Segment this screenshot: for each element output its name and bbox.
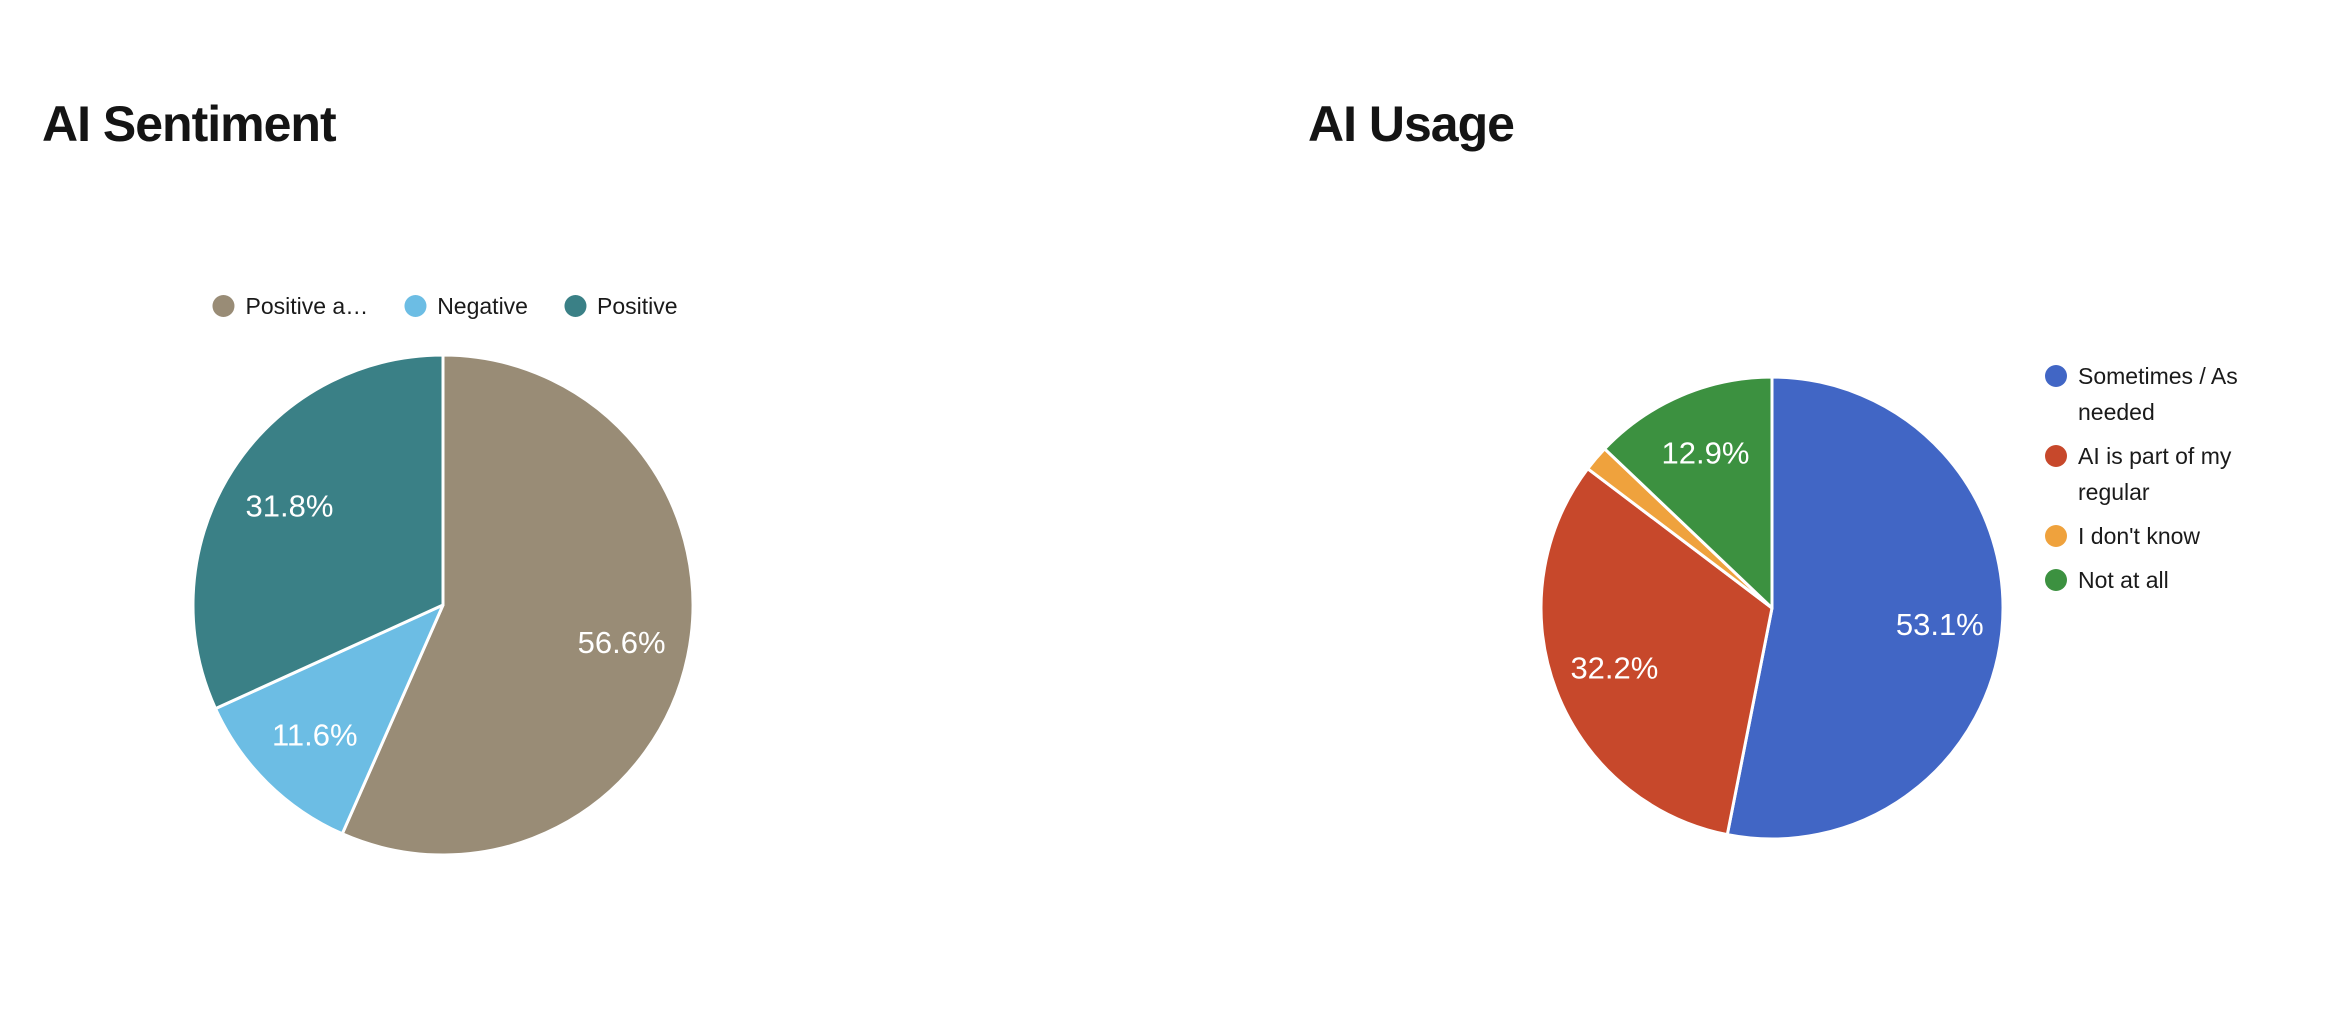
slice-percent-label: 11.6%: [272, 717, 358, 752]
slice-percent-label: 53.1%: [1896, 607, 1984, 642]
ai-usage-pie: 53.1% 32.2% 12.9%: [1539, 375, 2005, 841]
legend-label: I don't know: [2078, 523, 2201, 549]
pie-slice-0[interactable]: [340, 353, 695, 857]
pie-slice-0[interactable]: [1725, 375, 2005, 841]
legend-label: Negative: [437, 293, 528, 319]
legend-label: Positive a…: [245, 293, 369, 319]
legend-label: Not at all: [2078, 567, 2169, 593]
legend-swatch-icon: [2045, 525, 2067, 547]
slice-percent-label: 12.9%: [1662, 436, 1750, 471]
pie-slice-3[interactable]: [1603, 375, 1774, 610]
chart-title-ai-usage: AI Usage: [1308, 95, 1515, 152]
legend-item-0[interactable]: Sometimes / As needed: [2045, 358, 2295, 430]
legend-item-2[interactable]: I don't know: [2045, 518, 2295, 554]
legend-swatch-icon: [404, 295, 427, 317]
legend-item-0[interactable]: Positive a…: [212, 292, 368, 320]
legend-ai-sentiment: Positive a… Negative Positive: [212, 292, 678, 320]
legend-item-2[interactable]: Positive: [563, 292, 678, 320]
pie-slice-1[interactable]: [213, 603, 445, 836]
slice-percent-label: 31.8%: [246, 489, 334, 524]
slice-percent-label: 32.2%: [1570, 651, 1658, 686]
legend-ai-usage: Sometimes / As needed AI is part of my re…: [2045, 358, 2295, 598]
legend-swatch-icon: [563, 295, 586, 317]
legend-item-1[interactable]: Negative: [404, 292, 528, 320]
slice-percent-label: 56.6%: [578, 625, 666, 660]
legend-swatch-icon: [2045, 365, 2067, 387]
legend-swatch-icon: [2045, 569, 2067, 591]
legend-label: AI is part of my regular: [2078, 443, 2232, 505]
ai-sentiment-pie: 56.6% 11.6% 31.8%: [191, 353, 695, 857]
chart-title-ai-sentiment: AI Sentiment: [42, 95, 337, 152]
legend-label: Positive: [596, 293, 678, 319]
legend-label: Sometimes / As needed: [2078, 363, 2238, 425]
legend-item-3[interactable]: Not at all: [2045, 562, 2295, 598]
pie-slice-2[interactable]: [191, 353, 445, 711]
legend-swatch-icon: [2045, 445, 2067, 467]
legend-swatch-icon: [212, 295, 235, 317]
legend-item-1[interactable]: AI is part of my regular: [2045, 438, 2295, 510]
pie-slice-1[interactable]: [1539, 467, 1774, 837]
